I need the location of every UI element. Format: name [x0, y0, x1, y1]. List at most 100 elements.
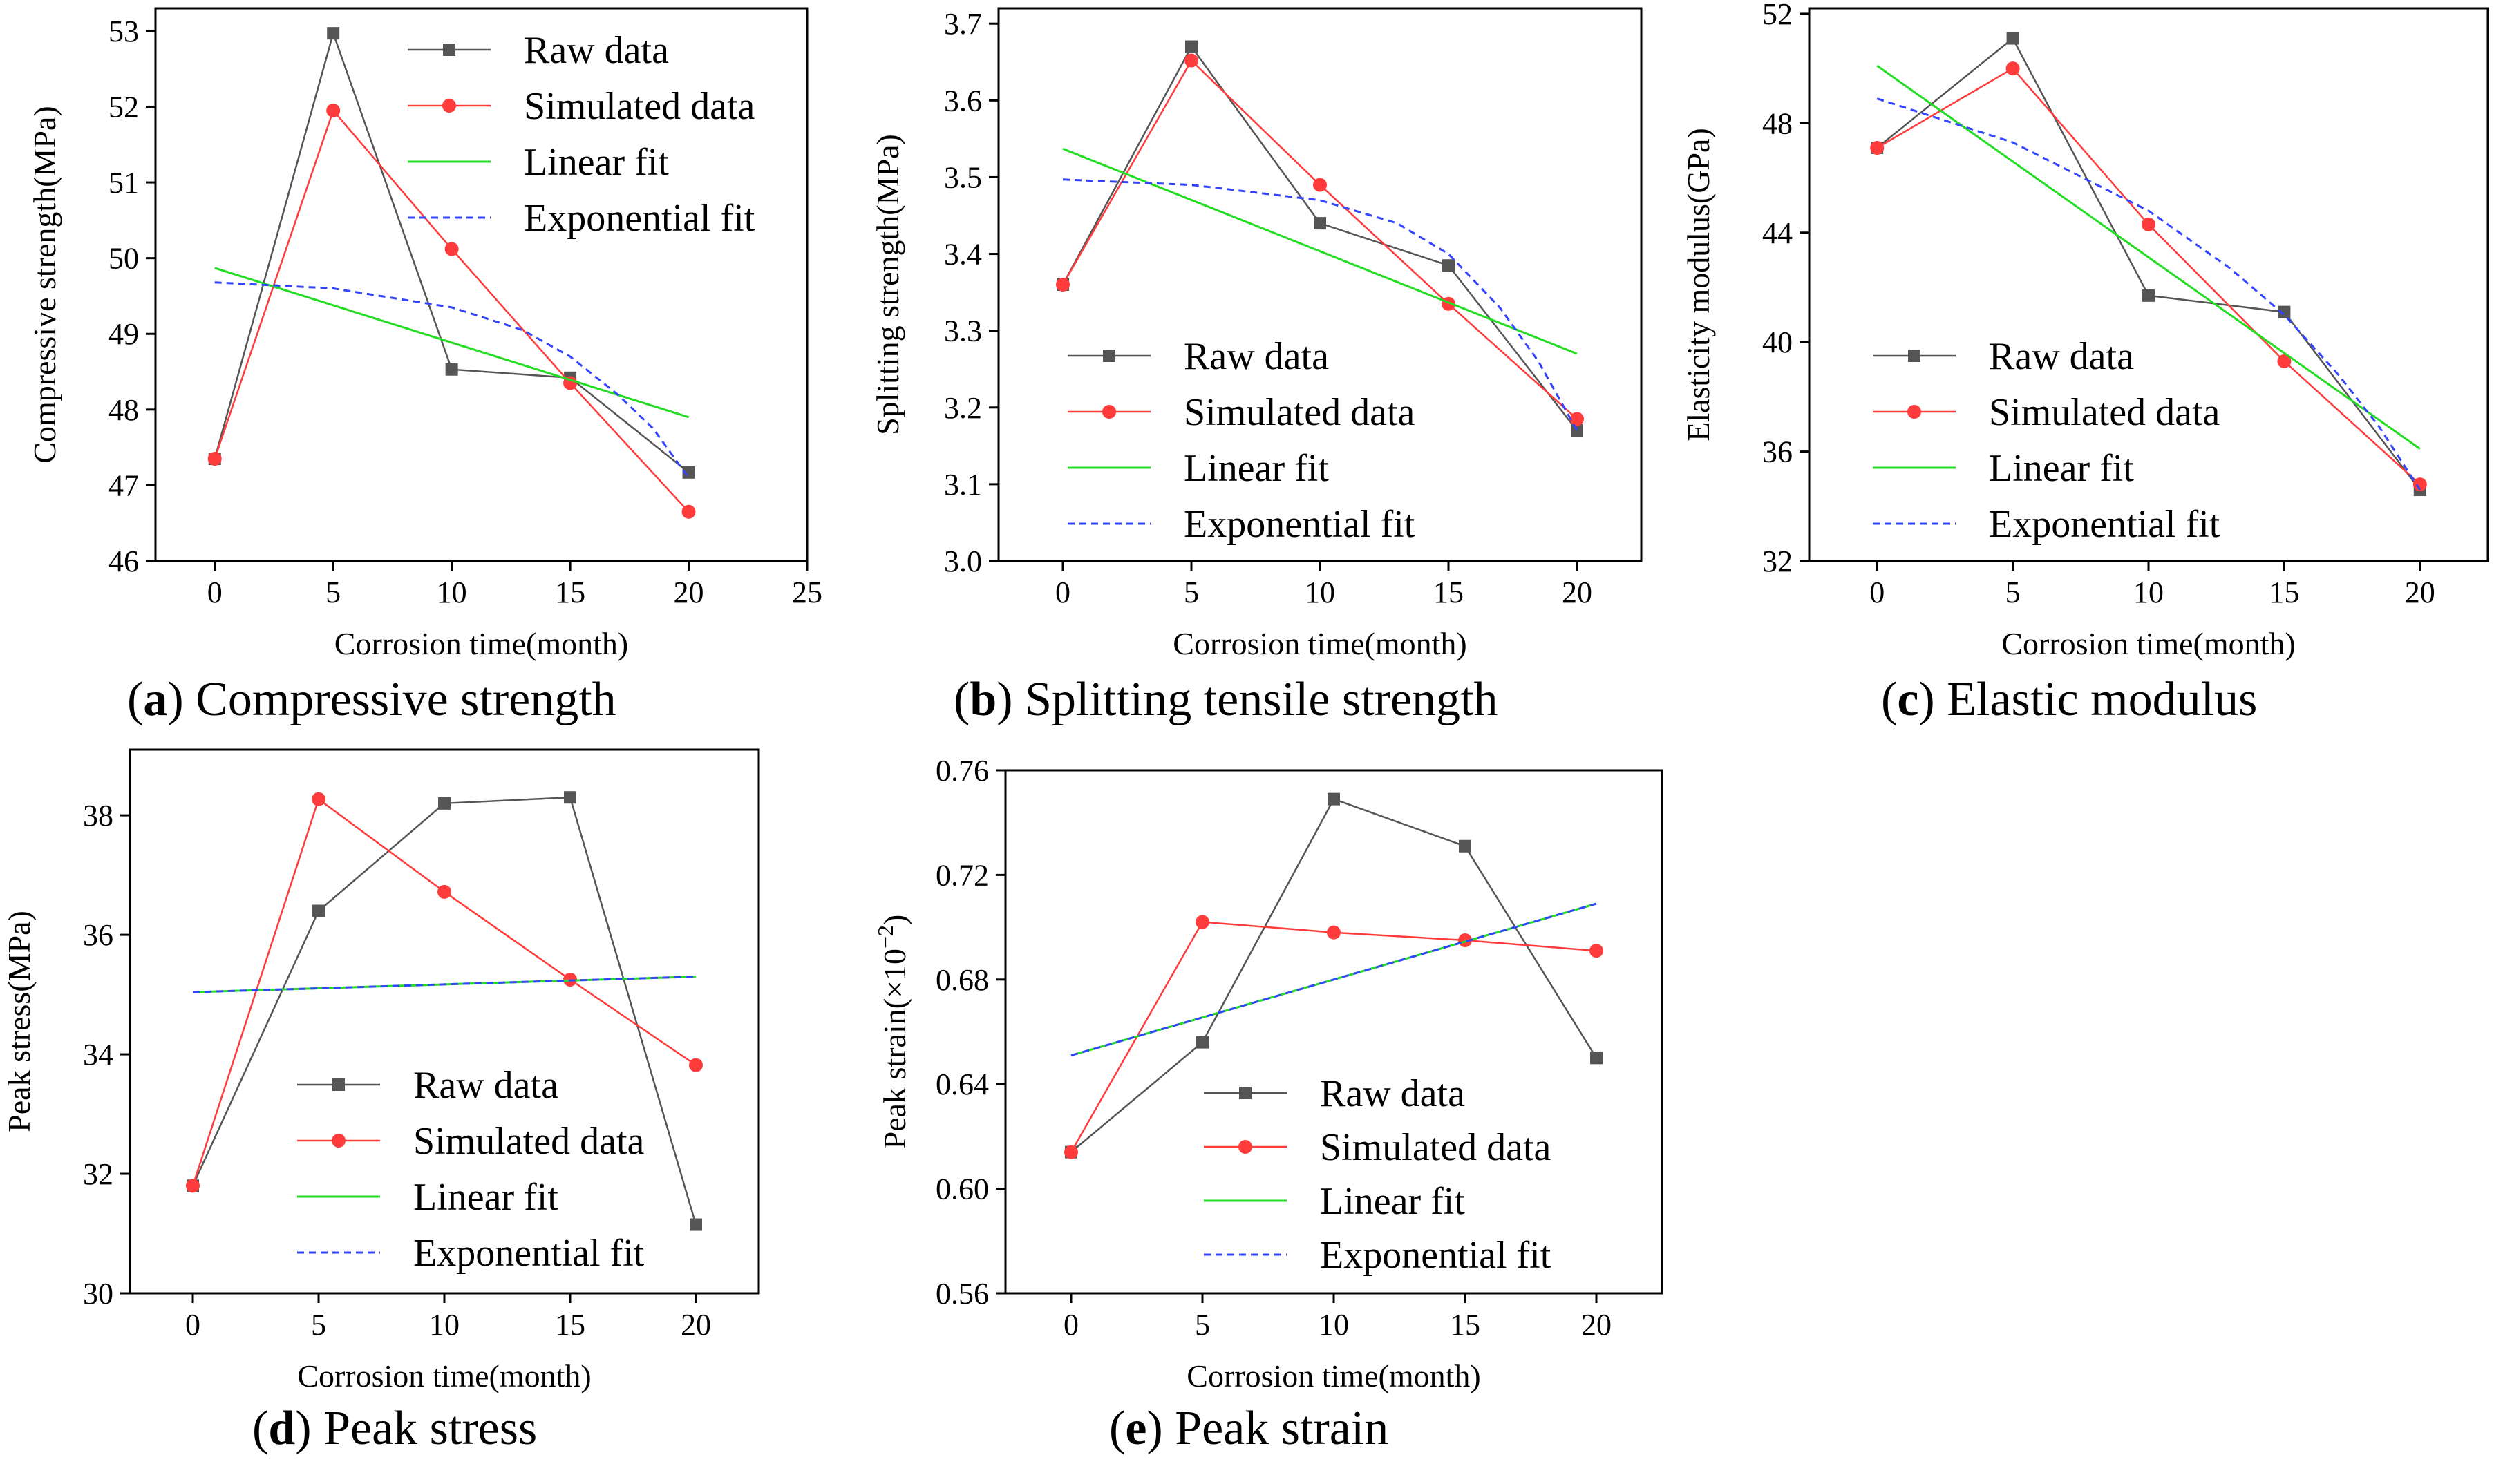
data-point-simulated: [689, 1058, 703, 1072]
data-point-simulated: [437, 884, 451, 899]
y-tick-label: 32: [83, 1157, 113, 1191]
data-point-simulated: [312, 792, 325, 806]
caption-letter: d: [268, 1402, 295, 1455]
caption-text: Peak strain: [1175, 1402, 1388, 1455]
legend-label: Raw data: [413, 1064, 558, 1107]
data-point-raw: [1442, 259, 1455, 272]
x-tick-label: 10: [437, 575, 467, 609]
x-tick-label: 5: [311, 1308, 326, 1342]
legend-label: Simulated data: [524, 85, 755, 128]
series-line-exponential: [1070, 902, 1597, 1057]
y-tick-label: 0.60: [936, 1172, 989, 1206]
legend-label: Raw data: [1184, 335, 1329, 378]
data-point-simulated: [2277, 354, 2292, 368]
data-point-raw: [1459, 839, 1471, 853]
data-point-simulated: [2005, 61, 2020, 76]
y-tick-label: 3.4: [944, 238, 982, 272]
y-tick-label: 38: [83, 799, 113, 833]
panel-caption: (a) Compressive strength: [127, 673, 616, 726]
legend: Raw data Simulated data Linear fit Exponent…: [1068, 335, 1415, 546]
data-point-simulated: [1327, 925, 1341, 940]
chart-panel-d: 0 5 10 15 20 30 32 34 36 38 Corrosion time(month) P…: [1, 748, 760, 1455]
x-tick-label: 20: [2405, 575, 2435, 609]
chart-panel-c: 0 5 10 15 20 32 36 40 44 48 52 Corrosion time(month…: [1681, 0, 2489, 726]
y-tick-label: 3.7: [944, 7, 982, 41]
caption-letter: a: [143, 673, 167, 726]
panel-caption: (b) Splitting tensile strength: [954, 673, 1498, 726]
legend-marker-raw: [1103, 350, 1115, 362]
y-axis-title: Splitting strength(MPa): [870, 134, 905, 435]
caption-letter: b: [970, 673, 997, 726]
legend-label: Exponential fit: [524, 197, 755, 240]
y-tick-label: 36: [83, 918, 113, 952]
data-point-raw: [1196, 1036, 1209, 1049]
x-tick-label: 10: [1319, 1308, 1349, 1342]
x-tick-label: 0: [1064, 1308, 1079, 1342]
y-tick-label: 50: [108, 242, 139, 276]
y-tick-label: 3.5: [944, 160, 982, 194]
data-point-raw: [1590, 1052, 1603, 1065]
legend-label: Linear fit: [1184, 447, 1329, 490]
caption-paren-open: (: [1109, 1402, 1125, 1455]
legend-label: Linear fit: [1989, 447, 2134, 490]
y-axis-title-main: Peak strain(×10: [877, 949, 912, 1149]
y-tick-label: 0.56: [936, 1277, 989, 1311]
y-tick-label: 44: [1762, 216, 1793, 250]
data-point-raw: [312, 904, 325, 917]
data-point-simulated: [681, 504, 696, 519]
caption-paren-close: ): [295, 1402, 323, 1455]
data-point-raw: [445, 363, 458, 376]
x-tick-label: 15: [1433, 575, 1464, 609]
y-tick-label: 52: [1762, 0, 1793, 31]
y-tick-label: 34: [83, 1038, 113, 1072]
series-line-exponential: [1876, 97, 2421, 491]
plot-frame: [1808, 7, 2489, 562]
legend-label: Simulated data: [1320, 1126, 1551, 1169]
y-axis-title: Peak stress(MPa): [1, 911, 37, 1132]
caption-letter: e: [1125, 1402, 1146, 1455]
y-tick-label: 46: [108, 544, 139, 578]
data-point-raw: [564, 791, 576, 804]
x-tick-label: 5: [325, 575, 341, 609]
data-point-raw: [682, 466, 695, 479]
x-axis-title: Corrosion time(month): [1173, 626, 1466, 661]
data-point-simulated: [1313, 178, 1327, 192]
x-tick-label: 20: [1562, 575, 1592, 609]
y-axis-title-tail: ): [877, 915, 912, 925]
y-axis-title: Elasticity modulus(GPa): [1681, 128, 1716, 441]
panel-caption: (c) Elastic modulus: [1881, 673, 2257, 726]
x-tick-label: 5: [1184, 575, 1199, 609]
data-point-simulated: [2412, 477, 2427, 492]
caption-paren-close: ): [997, 673, 1025, 726]
data-point-simulated: [186, 1179, 200, 1193]
y-tick-label: 32: [1762, 544, 1793, 578]
legend-marker-simulated: [332, 1134, 346, 1148]
data-point-simulated: [1570, 412, 1584, 426]
x-tick-label: 10: [2133, 575, 2164, 609]
data-point-simulated: [1870, 140, 1885, 155]
y-tick-label: 3.6: [944, 84, 982, 117]
caption-text: Peak stress: [323, 1402, 537, 1455]
panel-caption: (e) Peak strain: [1109, 1402, 1388, 1455]
caption-paren-open: (: [252, 1402, 268, 1455]
legend: Raw data Simulated data Linear fit Exponent…: [408, 29, 755, 240]
chart-panel-a: 0 5 10 15 20 25 46 47 48 49 50 51 52 53 Corrosion time…: [27, 7, 822, 726]
y-tick-label: 3.3: [944, 314, 982, 348]
caption-paren-close: ): [167, 673, 196, 726]
panel-caption: (d) Peak stress: [252, 1402, 537, 1455]
data-point-simulated: [1184, 53, 1198, 68]
series-line-linear: [214, 267, 689, 419]
y-tick-label: 51: [108, 166, 139, 200]
data-point-simulated: [1589, 944, 1603, 958]
y-tick-label: 0.64: [936, 1067, 989, 1101]
series-line-exponential: [192, 976, 697, 993]
y-tick-label: 0.72: [936, 858, 989, 892]
data-point-simulated: [1196, 915, 1209, 929]
legend: Raw data Simulated data Linear fit Exponent…: [297, 1064, 645, 1275]
legend-label: Exponential fit: [1320, 1234, 1551, 1277]
chart-panel-b: 0 5 10 15 20 3.0 3.1 3.2 3.3 3.4 3.5 3.6 3.7 Corrosio…: [870, 7, 1643, 726]
legend-label: Exponential fit: [413, 1232, 645, 1275]
y-tick-label: 40: [1762, 325, 1793, 359]
data-point-raw: [1328, 792, 1340, 806]
